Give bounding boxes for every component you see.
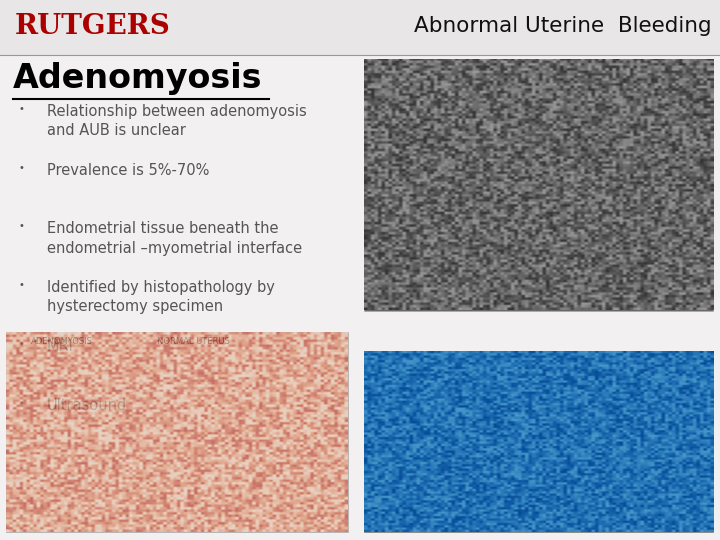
Text: •: •	[18, 398, 24, 408]
FancyBboxPatch shape	[0, 0, 720, 55]
Text: ADENOMYOSIS: ADENOMYOSIS	[31, 338, 93, 347]
FancyBboxPatch shape	[0, 55, 720, 540]
Text: Endometrial tissue beneath the
endometrial –myometrial interface: Endometrial tissue beneath the endometri…	[47, 221, 302, 255]
FancyBboxPatch shape	[364, 59, 713, 310]
FancyBboxPatch shape	[364, 351, 713, 532]
Text: •: •	[18, 221, 24, 232]
Text: NORMAL UTERUS: NORMAL UTERUS	[157, 338, 230, 347]
Text: MRI: MRI	[47, 339, 73, 354]
Text: RUTGERS: RUTGERS	[14, 13, 170, 40]
Text: Identified by histopathology by
hysterectomy specimen: Identified by histopathology by hysterec…	[47, 280, 274, 314]
Text: •: •	[18, 280, 24, 291]
Text: Relationship between adenomyosis
and AUB is unclear: Relationship between adenomyosis and AUB…	[47, 104, 307, 138]
Text: •: •	[18, 163, 24, 173]
Text: Ultrasound: Ultrasound	[47, 398, 127, 413]
Text: Adenomyosis: Adenomyosis	[13, 62, 263, 95]
Text: Abnormal Uterine  Bleeding: Abnormal Uterine Bleeding	[414, 16, 711, 37]
FancyBboxPatch shape	[6, 332, 348, 532]
Text: •: •	[18, 339, 24, 349]
Text: Prevalence is 5%-70%: Prevalence is 5%-70%	[47, 163, 210, 178]
Text: •: •	[18, 104, 24, 114]
